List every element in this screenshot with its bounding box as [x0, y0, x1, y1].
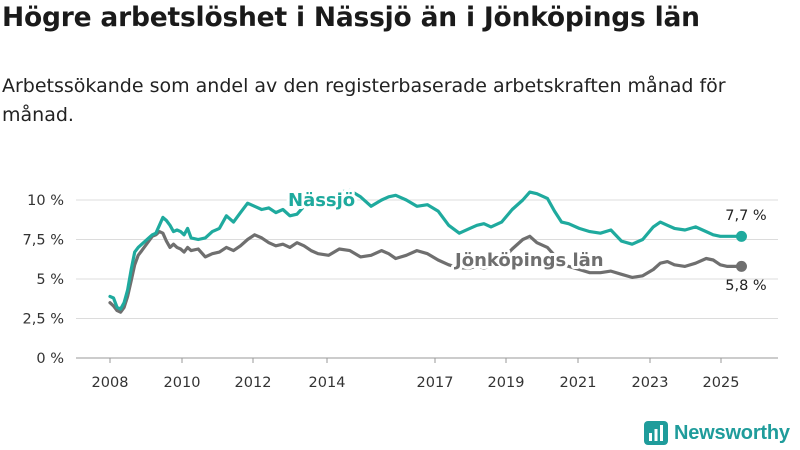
y-tick-label: 5 % [36, 272, 64, 288]
brand-logo: Newsworthy [644, 420, 790, 446]
newsworthy-logo-icon [644, 421, 668, 445]
y-tick-label: 7,5 % [23, 233, 64, 249]
nassjo-end-point [735, 230, 747, 242]
nassjo-series-label: Nässjö [288, 190, 355, 211]
x-tick-label: 2012 [235, 375, 272, 391]
x-tick-label: 2025 [703, 375, 740, 391]
x-tick-label: 2021 [560, 375, 597, 391]
x-tick-label: 2019 [488, 375, 525, 391]
lan-series-label: Jönköpings län [453, 250, 604, 271]
lan-end-point [735, 260, 747, 272]
chart-title: Högre arbetslöshet i Nässjö än i Jönköpi… [2, 2, 700, 33]
x-tick-label: 2023 [632, 375, 669, 391]
nassjo-end-value: 7,7 % [725, 208, 766, 224]
y-tick-label: 2,5 % [23, 312, 64, 328]
y-tick-label: 10 % [27, 193, 64, 209]
lan-line [108, 230, 744, 314]
x-tick-label: 2008 [92, 375, 129, 391]
nassjo-line [108, 188, 744, 311]
y-tick-label: 0 % [36, 351, 64, 367]
x-tick-label: 2010 [164, 375, 201, 391]
brand-name: Newsworthy [674, 421, 790, 444]
x-tick-label: 2014 [309, 375, 346, 391]
x-tick-label: 2017 [417, 375, 454, 391]
lan-end-value: 5,8 % [725, 278, 766, 294]
chart-subtitle: Arbetssökande som andel av den registerb… [2, 75, 726, 126]
